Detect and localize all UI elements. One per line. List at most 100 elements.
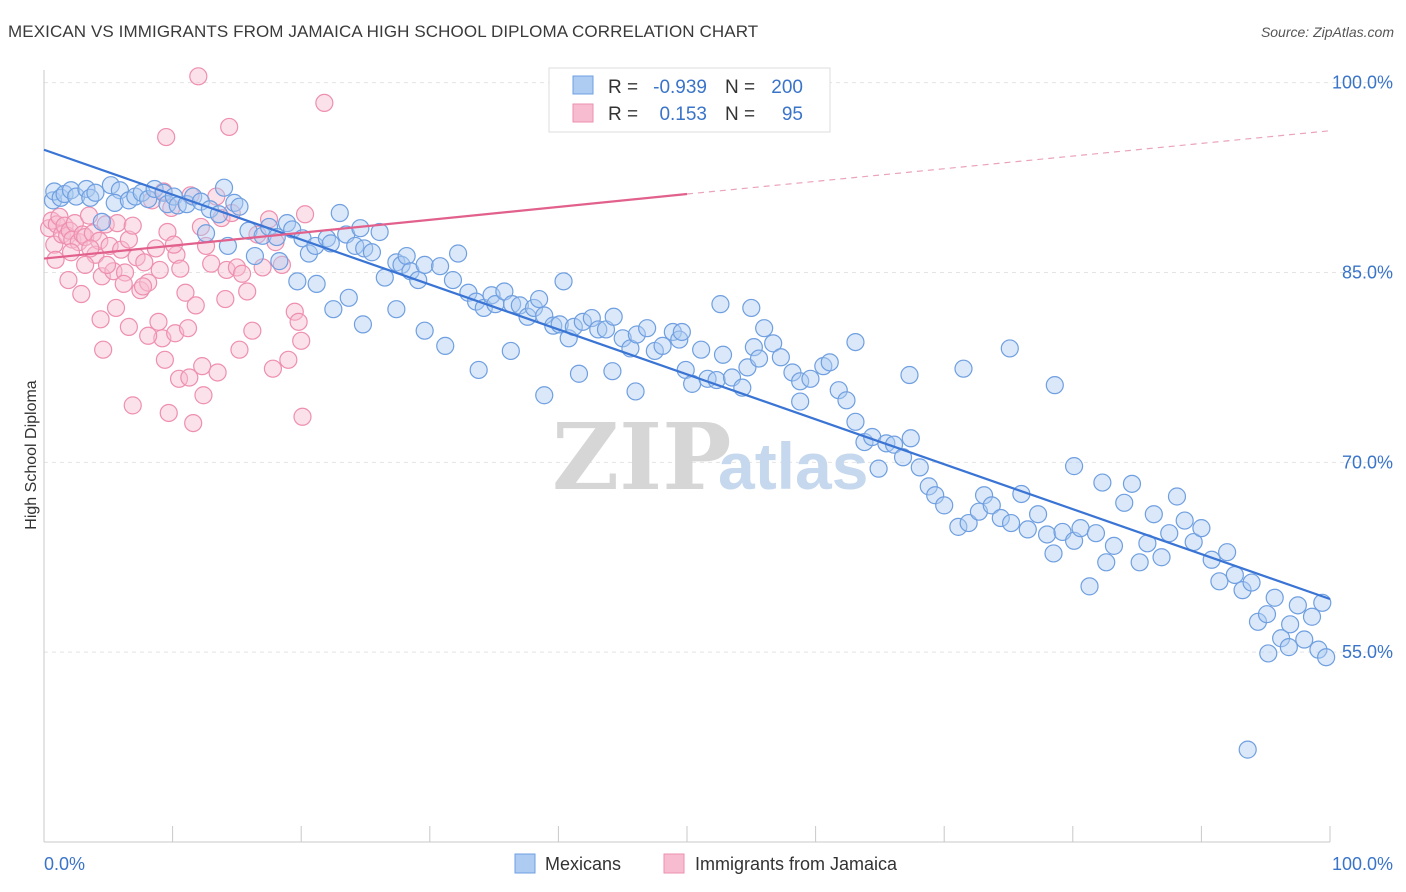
mexican-point bbox=[1309, 640, 1328, 659]
jamaica-point bbox=[150, 260, 169, 280]
mexican-point bbox=[1093, 473, 1112, 492]
y-tick-label: 100.0% bbox=[1332, 73, 1393, 93]
mexican-point bbox=[415, 321, 434, 340]
mexican-point bbox=[1086, 524, 1106, 543]
mexican-point bbox=[910, 458, 929, 477]
jamaica-point bbox=[238, 282, 257, 301]
jamaica-point bbox=[106, 298, 126, 318]
jamaica-point bbox=[184, 413, 203, 433]
bottom-legend-mexicans: Mexicans bbox=[545, 854, 621, 874]
mexican-point bbox=[935, 496, 954, 515]
mexican-point bbox=[1295, 630, 1314, 649]
mexican-point bbox=[501, 341, 520, 361]
bottom-legend-swatch-jamaica bbox=[663, 853, 685, 874]
mexican-point bbox=[626, 382, 645, 401]
mexican-point bbox=[1080, 577, 1099, 596]
mexican-point bbox=[554, 272, 573, 291]
jamaica-point bbox=[263, 359, 283, 378]
legend-swatch-mexicans bbox=[572, 75, 594, 95]
mexican-point bbox=[1097, 553, 1116, 572]
mexican-point bbox=[324, 300, 343, 319]
mexican-point bbox=[869, 459, 888, 478]
jamaica-point bbox=[155, 350, 174, 369]
mexican-point bbox=[469, 360, 488, 380]
mexican-point bbox=[569, 364, 589, 383]
mexican-point bbox=[330, 203, 349, 223]
mexican-point bbox=[653, 336, 672, 355]
jamaica-point bbox=[45, 235, 64, 254]
mexican-point bbox=[829, 381, 848, 400]
y-tick-label: 85.0% bbox=[1342, 262, 1393, 282]
mexican-point bbox=[196, 224, 216, 243]
jamaica-point bbox=[295, 205, 315, 224]
mexican-point bbox=[1192, 519, 1211, 538]
mexican-point bbox=[1104, 536, 1124, 555]
mexican-point bbox=[353, 315, 373, 334]
mexican-point bbox=[67, 187, 86, 206]
jamaica-point bbox=[157, 127, 176, 147]
mexican-point bbox=[573, 312, 592, 331]
jamaica-point bbox=[100, 236, 119, 256]
mexican-point bbox=[1044, 544, 1063, 563]
mexican-point bbox=[991, 508, 1010, 528]
jamaica-point bbox=[72, 284, 91, 304]
jamaica-point bbox=[216, 289, 235, 309]
y-axis-label: High School Diploma bbox=[23, 380, 40, 530]
mexican-point bbox=[397, 246, 416, 266]
jamaica-point bbox=[123, 396, 142, 415]
mexican-point bbox=[1175, 511, 1194, 530]
mexican-point bbox=[1210, 572, 1229, 591]
mexican-point bbox=[530, 289, 549, 309]
mexican-point bbox=[711, 295, 730, 314]
jamaica-point bbox=[59, 270, 78, 290]
mexican-point bbox=[627, 325, 646, 344]
mexican-point bbox=[443, 270, 463, 290]
mexican-point bbox=[1242, 573, 1261, 592]
jamaica-point bbox=[220, 117, 239, 137]
mexican-point bbox=[589, 320, 608, 339]
jamaica-point bbox=[139, 326, 158, 345]
legend-n-label-1: N = bbox=[725, 77, 755, 98]
axes bbox=[43, 70, 1331, 843]
stats-legend: R = -0.939 N = 200 R = 0.153 N = 95 bbox=[548, 67, 831, 133]
jamaica-point bbox=[202, 254, 221, 273]
mexican-point bbox=[1037, 525, 1057, 544]
jamaica-point bbox=[94, 340, 113, 359]
mexican-points bbox=[43, 176, 1336, 759]
jamaica-point bbox=[46, 250, 65, 269]
mexican-point bbox=[801, 369, 820, 388]
jamaica-point bbox=[119, 317, 138, 337]
mexican-point bbox=[749, 349, 769, 368]
mexican-point bbox=[387, 300, 406, 319]
jamaica-point bbox=[91, 310, 110, 329]
y-tick-label: 55.0% bbox=[1342, 642, 1393, 662]
jamaica-point bbox=[186, 296, 205, 315]
jamaica-point bbox=[285, 302, 304, 321]
mexican-point bbox=[245, 246, 265, 266]
jamaica-point bbox=[279, 350, 298, 369]
mexican-point bbox=[1225, 565, 1244, 585]
legend-n-value-2: 95 bbox=[782, 104, 803, 125]
jamaica-point bbox=[178, 319, 198, 338]
mexican-point bbox=[1152, 548, 1171, 567]
mexican-point bbox=[1071, 519, 1090, 538]
jamaica-trend-line bbox=[43, 192, 688, 260]
mexican-point bbox=[692, 340, 711, 359]
mexican-point bbox=[392, 255, 411, 274]
mexican-point bbox=[230, 197, 249, 216]
chart-title: MEXICAN VS IMMIGRANTS FROM JAMAICA HIGH … bbox=[8, 22, 759, 41]
mexican-point bbox=[771, 348, 790, 367]
jamaica-point bbox=[119, 230, 138, 249]
bottom-legend: Mexicans Immigrants from Jamaica bbox=[514, 853, 898, 874]
stats-legend-box bbox=[548, 67, 831, 133]
jamaica-point bbox=[135, 253, 154, 272]
bottom-legend-swatch-mexicans bbox=[514, 853, 536, 874]
mexican-point bbox=[448, 244, 468, 263]
jamaica-point bbox=[180, 368, 199, 387]
mexican-point bbox=[846, 332, 865, 352]
jamaica-point bbox=[97, 255, 117, 274]
mexican-point bbox=[949, 517, 968, 536]
mexican-point bbox=[1259, 644, 1278, 663]
x-tick-labels: 0.0% 100.0% bbox=[44, 854, 1393, 874]
mexican-point bbox=[713, 345, 733, 364]
